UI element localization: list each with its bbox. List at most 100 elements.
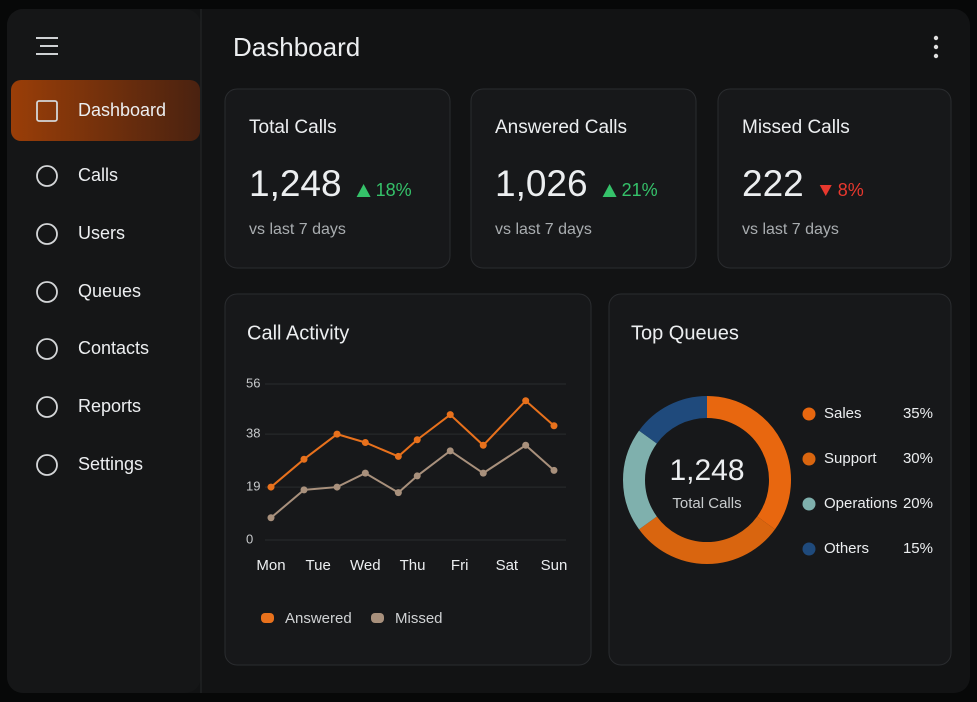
data-point bbox=[394, 452, 402, 460]
nav-icon bbox=[36, 396, 58, 418]
nav-icon bbox=[36, 165, 58, 187]
data-point bbox=[300, 486, 308, 494]
nav-item[interactable]: Calls bbox=[36, 165, 118, 187]
card-title: Total Calls bbox=[249, 117, 337, 138]
more-button[interactable] bbox=[933, 35, 939, 59]
page-title: Dashboard bbox=[233, 32, 360, 62]
nav-item[interactable]: Reports bbox=[36, 396, 141, 418]
card-change: 18% bbox=[376, 180, 412, 200]
card-value: 222 bbox=[742, 163, 804, 204]
data-point bbox=[479, 469, 487, 477]
y-tick-label: 56 bbox=[246, 375, 260, 390]
menu-icon[interactable] bbox=[36, 37, 58, 55]
y-tick-label: 38 bbox=[246, 426, 260, 441]
nav-icon bbox=[36, 454, 58, 476]
legend-dot bbox=[802, 497, 816, 511]
card-title: Missed Calls bbox=[742, 117, 850, 138]
legend-label: Answered bbox=[285, 610, 352, 627]
x-tick-label: Tue bbox=[306, 557, 331, 574]
data-point bbox=[479, 441, 487, 449]
data-point bbox=[333, 483, 341, 491]
data-point bbox=[550, 422, 558, 430]
legend-value: 20% bbox=[903, 495, 933, 512]
card-caption: vs last 7 days bbox=[495, 221, 592, 238]
stat-card bbox=[470, 88, 697, 269]
nav-item[interactable]: Settings bbox=[36, 454, 143, 476]
data-point bbox=[522, 441, 530, 449]
card-caption: vs last 7 days bbox=[249, 221, 346, 238]
donut-center-value: 1,248 bbox=[669, 454, 744, 487]
nav-item[interactable]: Contacts bbox=[36, 338, 149, 360]
chart-title: Top Queues bbox=[631, 322, 739, 344]
card-value: 1,026 bbox=[495, 163, 588, 204]
data-point bbox=[333, 430, 341, 438]
x-tick-label: Sun bbox=[541, 557, 568, 574]
active-item bbox=[11, 80, 200, 141]
nav-item[interactable]: Users bbox=[36, 223, 125, 245]
chart-title: Call Activity bbox=[247, 322, 349, 344]
data-point bbox=[267, 514, 275, 522]
nav-label: Dashboard bbox=[78, 100, 166, 120]
x-tick-label: Thu bbox=[400, 557, 426, 574]
card-caption: vs last 7 days bbox=[742, 221, 839, 238]
nav-icon bbox=[36, 281, 58, 303]
legend-label: Others bbox=[824, 540, 869, 557]
donut-center-label: Total Calls bbox=[672, 495, 741, 512]
legend-label: Support bbox=[824, 450, 877, 467]
nav-label: Calls bbox=[78, 165, 118, 185]
card-change: 8% bbox=[838, 180, 864, 200]
card-value: 1,248 bbox=[249, 163, 342, 204]
nav-icon bbox=[36, 100, 58, 122]
nav-label: Contacts bbox=[78, 338, 149, 358]
stat-card bbox=[717, 88, 952, 269]
nav-item[interactable]: Queues bbox=[36, 281, 141, 303]
series-line bbox=[270, 444, 555, 519]
trend-arrow bbox=[356, 184, 371, 197]
donut-segment bbox=[639, 516, 775, 564]
legend-label: Sales bbox=[824, 405, 862, 422]
nav-icon bbox=[36, 223, 58, 245]
data-point bbox=[550, 466, 558, 474]
nav-icon bbox=[36, 338, 58, 360]
y-tick-label: 0 bbox=[246, 531, 253, 546]
card-change: 21% bbox=[622, 180, 658, 200]
donut-segment bbox=[623, 430, 658, 530]
data-point bbox=[413, 436, 421, 444]
legend-dot bbox=[802, 542, 816, 556]
activity-card bbox=[224, 293, 592, 666]
legend-label: Missed bbox=[395, 610, 443, 627]
data-point bbox=[522, 397, 530, 405]
trend-arrow bbox=[819, 185, 832, 196]
nav-label: Reports bbox=[78, 396, 141, 416]
data-point bbox=[267, 483, 275, 491]
nav-label: Users bbox=[78, 223, 125, 243]
x-tick-label: Wed bbox=[350, 557, 381, 574]
series-line bbox=[270, 399, 555, 488]
legend-value: 35% bbox=[903, 405, 933, 422]
legend-dot bbox=[802, 407, 816, 421]
y-tick-label: 19 bbox=[246, 479, 260, 494]
legend-value: 30% bbox=[903, 450, 933, 467]
donut-segment bbox=[706, 396, 791, 530]
x-tick-label: Sat bbox=[496, 557, 519, 574]
nav-label: Settings bbox=[78, 454, 143, 474]
legend-dot bbox=[802, 452, 816, 466]
legend-label: Operations bbox=[824, 495, 897, 512]
data-point bbox=[361, 469, 369, 477]
data-point bbox=[361, 439, 369, 446]
legend-value: 15% bbox=[903, 540, 933, 557]
data-point bbox=[413, 472, 421, 480]
x-tick-label: Fri bbox=[451, 557, 469, 574]
donut-segment bbox=[639, 396, 708, 444]
data-point bbox=[394, 489, 402, 497]
legend-swatch bbox=[261, 613, 274, 623]
stat-card bbox=[224, 88, 451, 269]
data-point bbox=[446, 411, 454, 419]
nav-label: Queues bbox=[78, 281, 141, 301]
nav-item[interactable]: Dashboard bbox=[36, 100, 166, 122]
x-tick-label: Mon bbox=[256, 557, 285, 574]
card-title: Answered Calls bbox=[495, 117, 627, 138]
data-point bbox=[300, 455, 308, 463]
data-point bbox=[446, 447, 454, 455]
